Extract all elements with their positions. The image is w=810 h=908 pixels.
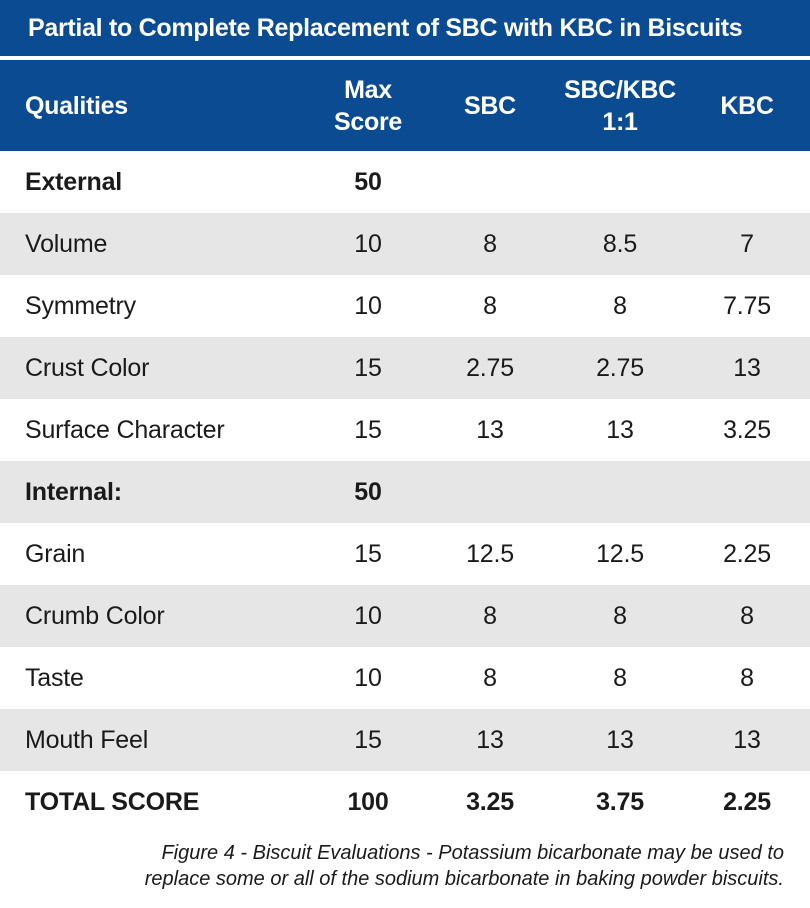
cell-max: 10 <box>354 601 382 630</box>
cell-kbc: 13 <box>733 725 761 754</box>
cell-kbc: 2.25 <box>723 539 771 568</box>
cell-mix: 8.5 <box>602 229 638 258</box>
cell-sbc: 8 <box>483 663 497 692</box>
table-row: Crust Color 15 2.75 2.75 13 <box>0 337 810 399</box>
cell-sbc: 8 <box>483 229 497 258</box>
cell-mix <box>556 151 684 213</box>
table-row: Taste 10 8 8 8 <box>0 647 810 709</box>
header-qualities: Qualities <box>25 91 128 120</box>
cell-max: 10 <box>354 663 382 692</box>
cell-quality: Crust Color <box>25 353 150 382</box>
header-max-line2: Score <box>334 107 402 136</box>
cell-mix: 3.75 <box>596 787 644 816</box>
cell-max: 50 <box>354 167 382 196</box>
cell-sbc: 8 <box>483 291 497 320</box>
table-row: External 50 <box>0 151 810 213</box>
header-max-line1: Max <box>344 75 392 104</box>
cell-sbc: 13 <box>476 415 504 444</box>
cell-quality: Mouth Feel <box>25 725 149 754</box>
figure-caption: Figure 4 - Biscuit Evaluations - Potassi… <box>0 840 810 892</box>
table-row: Volume 10 8 8.5 7 <box>0 213 810 275</box>
cell-quality: Internal: <box>25 477 122 506</box>
cell-kbc <box>684 151 810 213</box>
cell-quality: TOTAL SCORE <box>25 787 200 816</box>
cell-max: 50 <box>354 477 382 506</box>
cell-mix: 8 <box>613 291 627 320</box>
cell-quality: External <box>25 167 123 196</box>
cell-quality: Symmetry <box>25 291 136 320</box>
cell-kbc: 3.25 <box>723 415 771 444</box>
cell-kbc: 13 <box>733 353 761 382</box>
cell-sbc: 2.75 <box>466 353 514 382</box>
table-row: Grain 15 12.5 12.5 2.25 <box>0 523 810 585</box>
cell-quality: Crumb Color <box>25 601 165 630</box>
cell-max: 100 <box>347 787 389 816</box>
header-mix-line2: 1:1 <box>602 107 638 136</box>
cell-mix: 2.75 <box>596 353 644 382</box>
header-row: Qualities Max Score SBC SBC/KBC 1:1 KBC <box>0 60 810 151</box>
table-row: Crumb Color 10 8 8 8 <box>0 585 810 647</box>
cell-kbc <box>684 461 810 523</box>
total-row: TOTAL SCORE 100 3.25 3.75 2.25 <box>0 771 810 833</box>
cell-mix: 12.5 <box>596 539 644 568</box>
cell-mix: 13 <box>606 725 634 754</box>
caption-line1: Figure 4 - Biscuit Evaluations - Potassi… <box>161 842 784 864</box>
header-kbc: KBC <box>720 91 774 120</box>
cell-kbc: 7.75 <box>723 291 771 320</box>
table-row: Surface Character 15 13 13 3.25 <box>0 399 810 461</box>
caption-line2: replace some or all of the sodium bicarb… <box>144 868 784 890</box>
table-row: Mouth Feel 15 13 13 13 <box>0 709 810 771</box>
cell-mix: 13 <box>606 415 634 444</box>
header-mix-line1: SBC/KBC <box>564 75 676 104</box>
cell-max: 15 <box>354 539 382 568</box>
header-sbc-kbc: SBC/KBC 1:1 <box>556 60 684 151</box>
cell-mix <box>556 461 684 523</box>
cell-mix: 8 <box>613 601 627 630</box>
cell-sbc: 13 <box>476 725 504 754</box>
cell-max: 15 <box>354 725 382 754</box>
cell-max: 15 <box>354 415 382 444</box>
cell-max: 15 <box>354 353 382 382</box>
cell-kbc: 7 <box>740 229 754 258</box>
cell-max: 10 <box>354 229 382 258</box>
cell-sbc <box>424 461 556 523</box>
cell-kbc: 8 <box>740 601 754 630</box>
table-title: Partial to Complete Replacement of SBC w… <box>0 0 810 58</box>
cell-kbc: 8 <box>740 663 754 692</box>
cell-sbc: 12.5 <box>466 539 514 568</box>
biscuit-evaluation-table: Qualities Max Score SBC SBC/KBC 1:1 KBC … <box>0 60 810 833</box>
cell-kbc: 2.25 <box>723 787 771 816</box>
cell-quality: Volume <box>25 229 108 258</box>
cell-sbc <box>424 151 556 213</box>
header-sbc: SBC <box>464 91 516 120</box>
cell-max: 10 <box>354 291 382 320</box>
cell-quality: Taste <box>25 663 84 692</box>
table-row: Internal: 50 <box>0 461 810 523</box>
cell-quality: Surface Character <box>25 415 225 444</box>
table-row: Symmetry 10 8 8 7.75 <box>0 275 810 337</box>
cell-sbc: 8 <box>483 601 497 630</box>
cell-sbc: 3.25 <box>466 787 514 816</box>
cell-quality: Grain <box>25 539 86 568</box>
header-max-score: Max Score <box>312 60 424 151</box>
cell-mix: 8 <box>613 663 627 692</box>
